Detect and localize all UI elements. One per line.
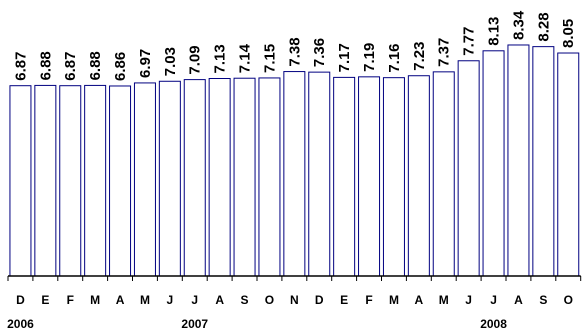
value-label-4: 6.86 bbox=[112, 52, 129, 81]
x-tick-label-0: D bbox=[16, 293, 25, 307]
x-tick-label-15: M bbox=[389, 293, 399, 307]
value-label-15: 7.16 bbox=[386, 43, 403, 72]
bar-10 bbox=[258, 77, 281, 277]
bar-7 bbox=[183, 79, 206, 277]
x-tick-label-3: M bbox=[90, 293, 100, 307]
x-tick-label-1: E bbox=[41, 293, 49, 307]
x-tick-label-13: E bbox=[340, 293, 348, 307]
bar-19 bbox=[482, 50, 505, 277]
x-tick-label-5: M bbox=[140, 293, 150, 307]
bars-layer bbox=[9, 44, 580, 277]
value-label-16: 7.23 bbox=[411, 42, 428, 71]
x-tick-label-22: O bbox=[564, 293, 573, 307]
x-tick-label-20: A bbox=[514, 293, 523, 307]
x-tick-label-8: A bbox=[215, 293, 224, 307]
value-label-18: 7.77 bbox=[461, 27, 478, 56]
bar-18 bbox=[457, 60, 480, 277]
x-axis bbox=[7, 275, 582, 281]
bar-20 bbox=[507, 44, 530, 277]
bar-15 bbox=[382, 77, 405, 277]
value-label-17: 7.37 bbox=[436, 38, 453, 67]
x-tick-label-17: M bbox=[439, 293, 449, 307]
x-tick-label-7: J bbox=[191, 293, 198, 307]
value-label-5: 6.97 bbox=[137, 49, 154, 78]
bar-9 bbox=[233, 77, 256, 277]
value-label-11: 7.38 bbox=[286, 37, 303, 66]
value-label-10: 7.15 bbox=[261, 44, 278, 73]
value-label-3: 6.88 bbox=[87, 51, 104, 80]
bar-12 bbox=[308, 71, 331, 277]
value-label-21: 8.28 bbox=[535, 12, 552, 41]
x-tick-label-11: N bbox=[290, 293, 299, 307]
x-tick-label-6: J bbox=[167, 293, 174, 307]
bar-4 bbox=[109, 85, 132, 277]
bar-11 bbox=[283, 71, 306, 277]
value-label-8: 7.13 bbox=[212, 44, 229, 73]
bar-2 bbox=[59, 85, 82, 277]
x-tick-label-19: J bbox=[490, 293, 497, 307]
value-label-2: 6.87 bbox=[62, 51, 79, 80]
bar-21 bbox=[532, 46, 555, 277]
x-tick-label-10: O bbox=[265, 293, 274, 307]
value-label-12: 7.36 bbox=[311, 38, 328, 67]
bar-6 bbox=[158, 80, 181, 277]
x-tick-label-14: F bbox=[365, 293, 372, 307]
bar-0 bbox=[9, 85, 32, 277]
value-label-20: 8.34 bbox=[510, 10, 527, 40]
x-tick-label-12: D bbox=[315, 293, 324, 307]
bar-13 bbox=[333, 76, 356, 277]
value-label-9: 7.14 bbox=[237, 43, 254, 73]
bar-1 bbox=[34, 84, 57, 277]
x-tick-label-2: F bbox=[67, 293, 74, 307]
bar-22 bbox=[557, 52, 580, 277]
value-label-13: 7.17 bbox=[336, 43, 353, 72]
bar-17 bbox=[432, 71, 455, 277]
value-label-19: 8.13 bbox=[486, 17, 503, 46]
bar-16 bbox=[407, 75, 430, 277]
bar-14 bbox=[358, 76, 381, 277]
value-label-0: 6.87 bbox=[12, 51, 29, 80]
value-label-7: 7.09 bbox=[187, 45, 204, 74]
bar-8 bbox=[208, 78, 231, 277]
bar-5 bbox=[133, 82, 156, 277]
value-label-1: 6.88 bbox=[37, 51, 54, 80]
year-label-2: 2008 bbox=[480, 317, 507, 331]
x-tick-label-9: S bbox=[241, 293, 249, 307]
value-label-22: 8.05 bbox=[560, 19, 577, 48]
x-tick-label-18: J bbox=[465, 293, 472, 307]
x-tick-label-4: A bbox=[116, 293, 125, 307]
bar-3 bbox=[84, 84, 107, 277]
year-label-0: 2006 bbox=[7, 317, 34, 331]
year-labels-layer: 2006 2007 2008 bbox=[7, 317, 507, 331]
x-tick-label-21: S bbox=[539, 293, 547, 307]
value-label-6: 7.03 bbox=[162, 47, 179, 76]
year-label-1: 2007 bbox=[181, 317, 208, 331]
value-labels-layer: 6.87 6.88 6.87 6.88 6.86 6.97 7.03 7.09 7.13 7.14… bbox=[12, 10, 577, 81]
x-tick-label-16: A bbox=[415, 293, 424, 307]
value-label-14: 7.19 bbox=[361, 43, 378, 72]
